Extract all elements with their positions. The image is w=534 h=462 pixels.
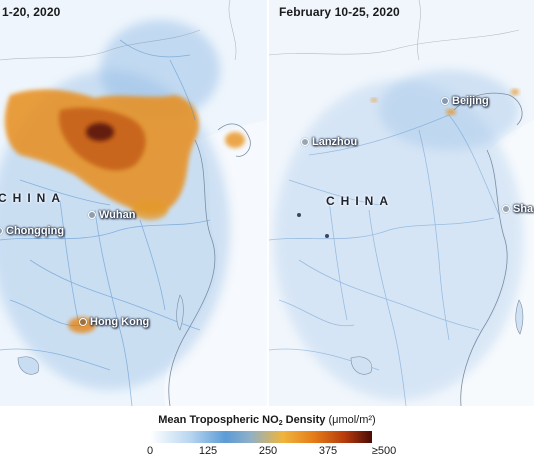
city-label-lanzhou: Lanzhou xyxy=(312,136,358,148)
city-label-shanghai: Sha xyxy=(513,203,534,215)
map-panel-right: February 10-25, 2020 CHINA Beijing Lanzh… xyxy=(269,0,534,406)
city-label-chongqing: Chongqing xyxy=(6,225,65,237)
legend-title-suffix: Density xyxy=(282,414,326,426)
legend-tick: ≥500 xyxy=(371,445,397,457)
colorbar xyxy=(150,431,372,443)
legend: Mean Tropospheric NO2 Density (μmol/m²) … xyxy=(0,406,534,462)
city-label-wuhan: Wuhan xyxy=(99,209,136,221)
city-marker-icon xyxy=(301,138,309,146)
city-label-hong-kong: Hong Kong xyxy=(90,316,150,328)
panel-title-right: February 10-25, 2020 xyxy=(279,5,400,19)
legend-tick: 375 xyxy=(318,445,338,457)
map-right-graphic xyxy=(269,0,534,406)
panel-title-left: 1-20, 2020 xyxy=(2,5,61,19)
city-hong-kong: Hong Kong xyxy=(79,316,149,328)
city-marker-icon xyxy=(88,211,96,219)
city-marker-icon xyxy=(0,227,3,235)
country-label-china-right: CHINA xyxy=(326,194,394,208)
city-label-beijing: Beijing xyxy=(452,95,489,107)
legend-tick: 250 xyxy=(258,445,278,457)
city-beijing: Beijing xyxy=(441,95,489,107)
legend-unit: (μmol/m²) xyxy=(328,414,376,426)
map-panel-left: 1-20, 2020 CHINA Chongqing Wuhan Hong Ko… xyxy=(0,0,267,406)
city-lanzhou: Lanzhou xyxy=(301,136,357,148)
legend-title-main: Mean Tropospheric NO xyxy=(158,414,279,426)
map-left-graphic xyxy=(0,0,267,406)
city-chongqing: Chongqing xyxy=(0,225,64,237)
legend-tick: 125 xyxy=(198,445,218,457)
city-marker-icon xyxy=(502,205,510,213)
legend-title: Mean Tropospheric NO2 Density (μmol/m²) xyxy=(0,414,534,427)
city-marker-icon xyxy=(441,97,449,105)
city-wuhan: Wuhan xyxy=(88,209,135,221)
city-shanghai: Sha xyxy=(502,203,533,215)
city-marker-icon xyxy=(79,318,87,326)
legend-tick: 0 xyxy=(146,445,154,457)
country-label-china-left: CHINA xyxy=(0,191,66,205)
legend-title-subscript: 2 xyxy=(278,420,283,427)
